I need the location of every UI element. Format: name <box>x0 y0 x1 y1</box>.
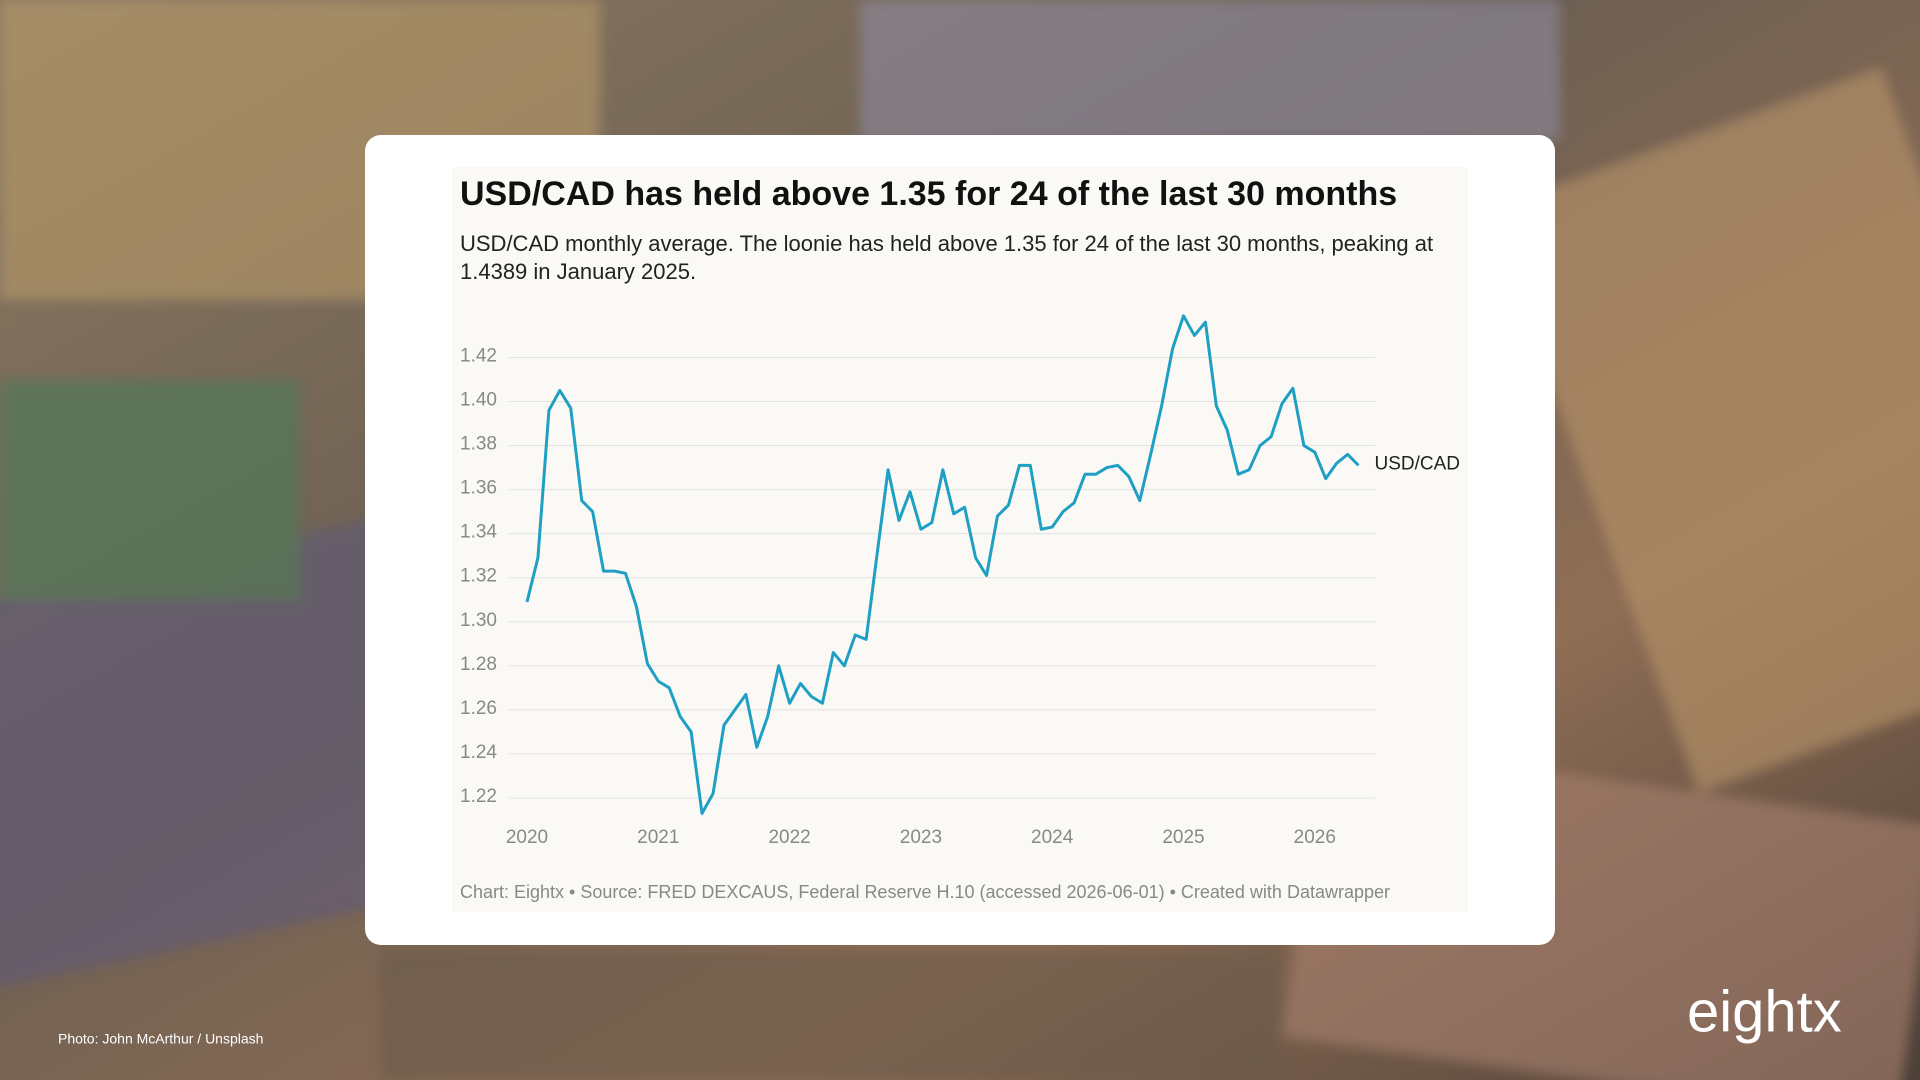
subtitle-box: USD/CAD monthly average. The loonie has … <box>460 231 1434 284</box>
chart-title: USD/CAD has held above 1.35 for 24 of th… <box>460 175 1397 213</box>
y-tick-label: 1.28 <box>460 654 497 675</box>
y-tick-label: 1.34 <box>460 522 497 543</box>
x-tick-label: 2026 <box>1294 827 1336 848</box>
y-tick-label: 1.30 <box>460 610 497 631</box>
series-label: USD/CAD <box>1375 453 1461 474</box>
chart-subtitle: USD/CAD monthly average. The loonie has … <box>460 231 1434 284</box>
chart-area <box>452 167 1468 912</box>
x-tick-label: 2023 <box>900 827 942 848</box>
y-tick-label: 1.38 <box>460 434 497 455</box>
y-tick-label: 1.36 <box>460 478 497 499</box>
x-tick-label: 2021 <box>637 827 679 848</box>
x-tick-label: 2025 <box>1162 827 1204 848</box>
y-tick-label: 1.22 <box>460 786 497 807</box>
x-tick-label: 2022 <box>768 827 810 848</box>
brand-logo: eightx <box>1687 979 1842 1044</box>
series-line <box>525 314 1360 815</box>
y-tick-label: 1.42 <box>460 345 497 366</box>
y-tick-label: 1.26 <box>460 698 497 719</box>
chart-source: Chart: Eightx • Source: FRED DEXCAUS, Fe… <box>460 882 1390 902</box>
y-tick-label: 1.24 <box>460 742 497 763</box>
plot: 1.22 1.24 1.26 1.28 1.30 1.32 1.34 1.36 1.38 1.40… <box>460 314 1461 848</box>
x-tick-label: 2024 <box>1031 827 1074 848</box>
photo-credit: Photo: John McArthur / Unsplash <box>58 1031 263 1047</box>
y-tick-label: 1.32 <box>460 566 497 587</box>
x-tick-label: 2020 <box>506 827 548 848</box>
y-tick-label: 1.40 <box>460 390 497 411</box>
